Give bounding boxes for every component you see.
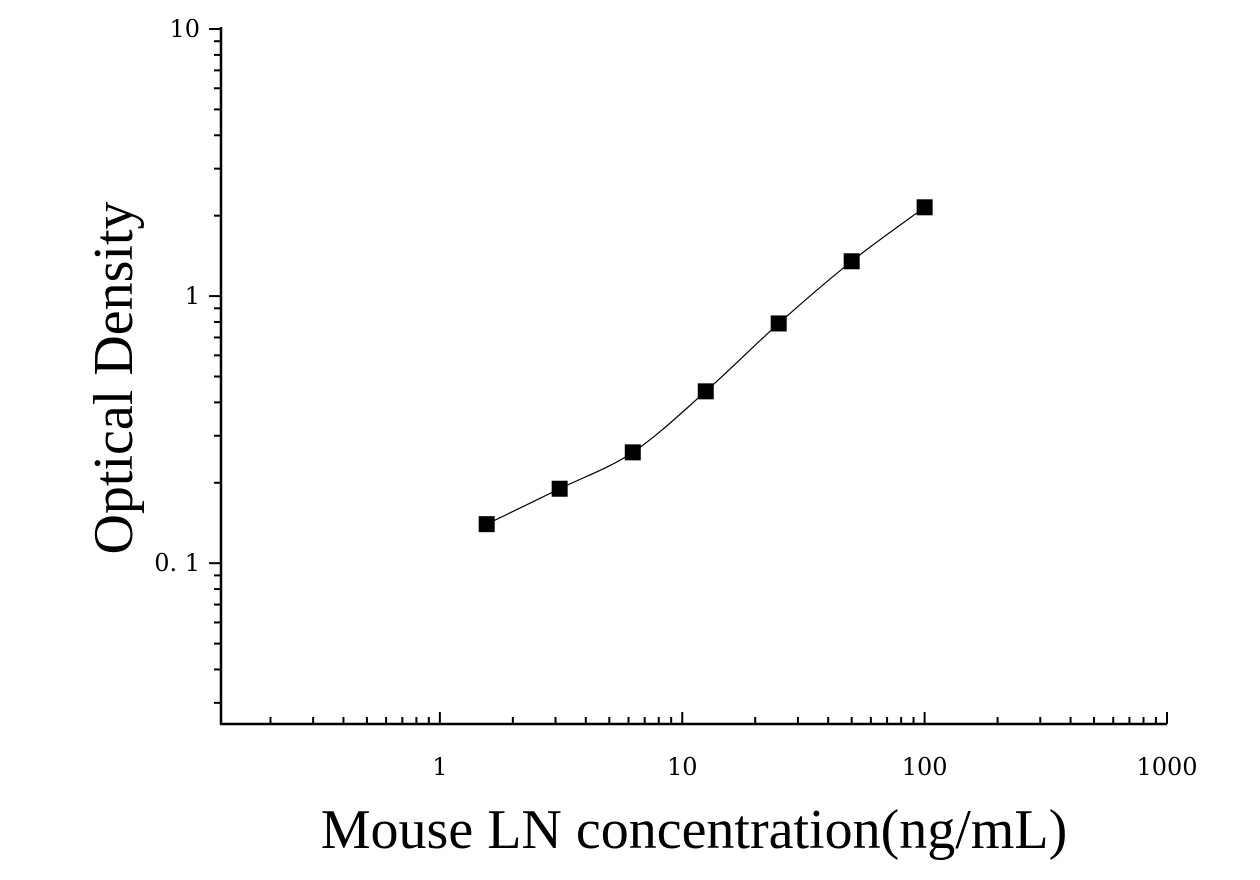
axes xyxy=(219,27,1167,726)
y-tick-label: 0. 1 xyxy=(154,549,200,577)
data-point xyxy=(478,516,495,533)
x-tick-label: 10 xyxy=(667,753,698,781)
y-tick-label: 10 xyxy=(169,15,200,43)
x-tick-label: 100 xyxy=(902,753,948,781)
y-tick-label: 1 xyxy=(185,282,200,310)
data-point xyxy=(770,315,787,332)
data-point xyxy=(916,199,933,216)
data-point xyxy=(697,383,714,400)
x-tick-label: 1 xyxy=(432,753,447,781)
ticks xyxy=(209,28,1168,724)
data-point xyxy=(843,253,860,270)
x-tick-label: 1000 xyxy=(1136,753,1197,781)
data-point xyxy=(624,444,641,461)
data-point xyxy=(551,480,568,497)
x-axis-title: Mouse LN concentration(ng/mL) xyxy=(321,799,1067,861)
data-points xyxy=(478,199,933,533)
tick-labels: 1 10 100 1000 0. 1 1 10 xyxy=(154,15,1197,781)
y-axis-title: Optical Density xyxy=(83,201,145,554)
